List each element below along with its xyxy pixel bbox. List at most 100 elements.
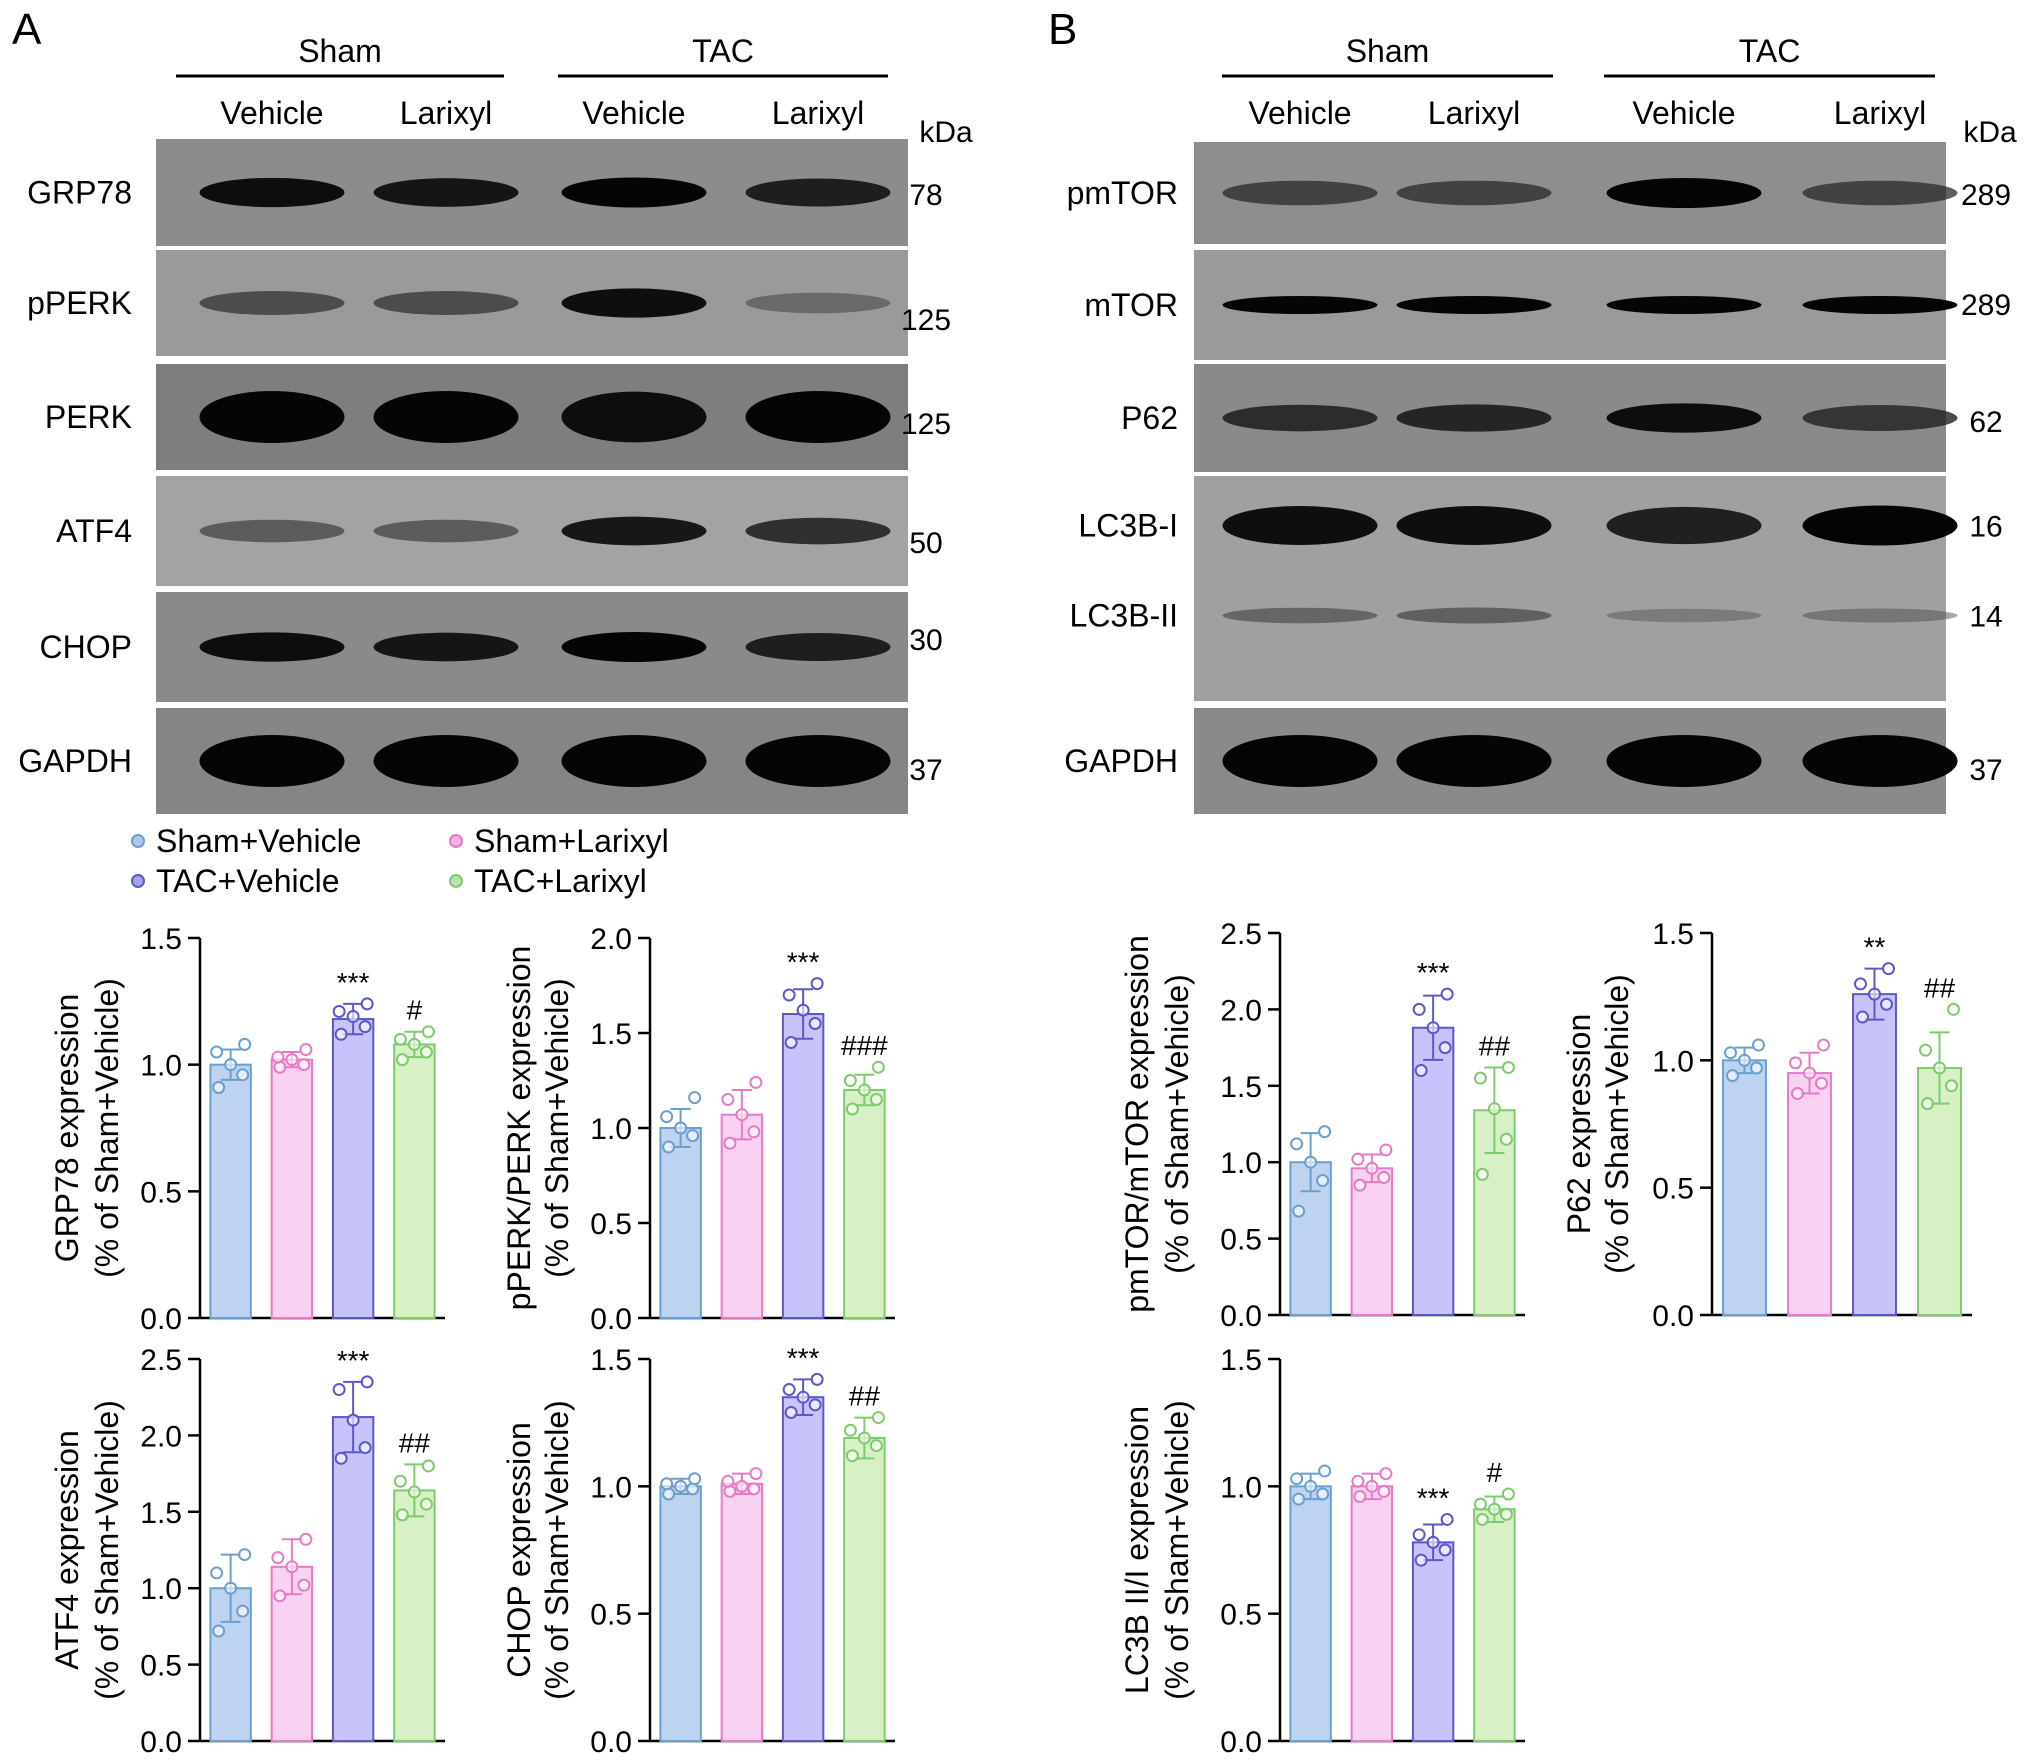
data-point bbox=[845, 1449, 859, 1463]
data-point bbox=[1316, 1174, 1330, 1188]
y-tick-label: 0.5 bbox=[140, 1650, 182, 1683]
bar bbox=[659, 1485, 702, 1743]
legend-label: TAC+Larixyl bbox=[474, 863, 647, 899]
kda-value: 125 bbox=[901, 304, 951, 337]
data-point bbox=[1919, 1043, 1932, 1057]
data-point bbox=[1438, 1543, 1452, 1557]
blot-band bbox=[1802, 608, 1958, 623]
data-point bbox=[1377, 1170, 1391, 1184]
legend-label: TAC+Vehicle bbox=[156, 863, 340, 899]
significance-label: # bbox=[1487, 1457, 1503, 1488]
data-point bbox=[784, 1405, 798, 1419]
data-point bbox=[1499, 1507, 1513, 1521]
data-point bbox=[796, 1003, 810, 1017]
data-point bbox=[1880, 997, 1893, 1011]
blot-band bbox=[1222, 607, 1378, 624]
data-point bbox=[421, 1459, 435, 1473]
data-point bbox=[1353, 1178, 1367, 1192]
data-point bbox=[407, 1485, 421, 1499]
data-point bbox=[332, 1004, 346, 1018]
data-point bbox=[395, 1508, 409, 1522]
lane-label: Larixyl bbox=[1834, 95, 1926, 131]
group-label: TAC bbox=[692, 33, 754, 69]
blot-label: pPERK bbox=[27, 285, 132, 321]
blot-band bbox=[1222, 296, 1378, 314]
data-point bbox=[1750, 1061, 1763, 1075]
y-tick-label: 0.5 bbox=[590, 1208, 632, 1241]
y-tick-label: 1.0 bbox=[590, 1471, 632, 1504]
data-point bbox=[1473, 1497, 1487, 1511]
y-axis-label: CHOP expression bbox=[501, 1422, 537, 1678]
data-point bbox=[808, 1398, 822, 1412]
data-point bbox=[1947, 1002, 1960, 1016]
kda-value: 30 bbox=[909, 624, 942, 657]
blot-band bbox=[561, 516, 707, 546]
y-axis-label: GRP78 expression bbox=[49, 994, 85, 1263]
legend-label: Sham+Larixyl bbox=[474, 823, 669, 859]
y-tick-label: 1.5 bbox=[590, 1344, 632, 1377]
blot-band bbox=[373, 519, 519, 543]
bar bbox=[781, 1396, 825, 1742]
blot-band bbox=[1606, 296, 1762, 314]
data-point bbox=[843, 1074, 857, 1087]
data-point bbox=[1501, 1487, 1515, 1501]
data-point bbox=[393, 1032, 407, 1046]
bar bbox=[1852, 993, 1897, 1316]
y-tick-label: 2.0 bbox=[590, 923, 632, 956]
y-tick-label: 1.0 bbox=[140, 1050, 182, 1083]
blot-band bbox=[1606, 178, 1762, 208]
data-point bbox=[796, 1390, 810, 1404]
chart-chop: 0.0 0.5 1.0 1.5 CHOP expression (% of Sham+Ve… bbox=[501, 1342, 895, 1759]
kda-value: 37 bbox=[909, 754, 942, 787]
data-point bbox=[285, 1560, 299, 1574]
data-point bbox=[1412, 1528, 1426, 1542]
y-axis-label: (% of Sham+Vehicle) bbox=[539, 978, 575, 1278]
bar bbox=[1473, 1508, 1516, 1742]
blot-band bbox=[199, 632, 345, 662]
y-tick-label: 0.5 bbox=[1220, 1224, 1262, 1257]
data-point bbox=[1803, 1066, 1816, 1080]
data-point bbox=[1475, 1512, 1489, 1526]
bar bbox=[270, 1565, 314, 1742]
data-point bbox=[224, 1581, 238, 1595]
data-point bbox=[1724, 1046, 1737, 1060]
data-point bbox=[686, 1482, 700, 1496]
data-point bbox=[1752, 1038, 1765, 1052]
bar bbox=[331, 1416, 375, 1742]
y-axis-label: (% of Sham+Vehicle) bbox=[89, 978, 125, 1278]
blot-label: GAPDH bbox=[18, 743, 132, 779]
blot-band bbox=[1606, 403, 1762, 433]
y-axis-label: P62 expression bbox=[1561, 1014, 1597, 1235]
data-point bbox=[1882, 962, 1895, 976]
y-tick-label: 1.5 bbox=[140, 923, 182, 956]
bar bbox=[1722, 1059, 1767, 1317]
significance-label: ### bbox=[841, 1030, 888, 1061]
y-tick-label: 1.0 bbox=[1652, 1045, 1694, 1078]
y-axis-label: (% of Sham+Vehicle) bbox=[89, 1400, 125, 1700]
data-point bbox=[674, 1121, 688, 1135]
data-point bbox=[238, 1548, 252, 1562]
y-tick-label: 2.5 bbox=[1220, 918, 1262, 951]
group-label: Sham bbox=[1346, 33, 1430, 69]
y-axis-label: LC3B II/I expression bbox=[1119, 1406, 1155, 1694]
bar bbox=[781, 1013, 825, 1319]
bar bbox=[270, 1058, 314, 1319]
blot-label: PERK bbox=[45, 399, 132, 435]
blot-label: pmTOR bbox=[1067, 175, 1178, 211]
data-point bbox=[1726, 1069, 1739, 1083]
significance-label: *** bbox=[337, 967, 370, 998]
y-tick-label: 2.0 bbox=[140, 1420, 182, 1453]
y-axis-label: (% of Sham+Vehicle) bbox=[1159, 974, 1195, 1274]
blot-band bbox=[199, 519, 345, 543]
blot-band bbox=[1396, 505, 1552, 546]
blot-band bbox=[745, 633, 891, 661]
legend: Sham+Vehicle Sham+Larixyl TAC+Vehicle TAC+L… bbox=[131, 823, 669, 899]
blot-band bbox=[1396, 607, 1552, 624]
data-point bbox=[1292, 1204, 1306, 1218]
bar bbox=[331, 1018, 375, 1319]
data-point bbox=[1316, 1487, 1330, 1501]
chart-grp78: 0.0 0.5 1.0 1.5 GRP78 expression (% of Sham+V… bbox=[49, 923, 445, 1336]
y-tick-label: 0.0 bbox=[1220, 1726, 1262, 1759]
bar bbox=[393, 1489, 436, 1742]
